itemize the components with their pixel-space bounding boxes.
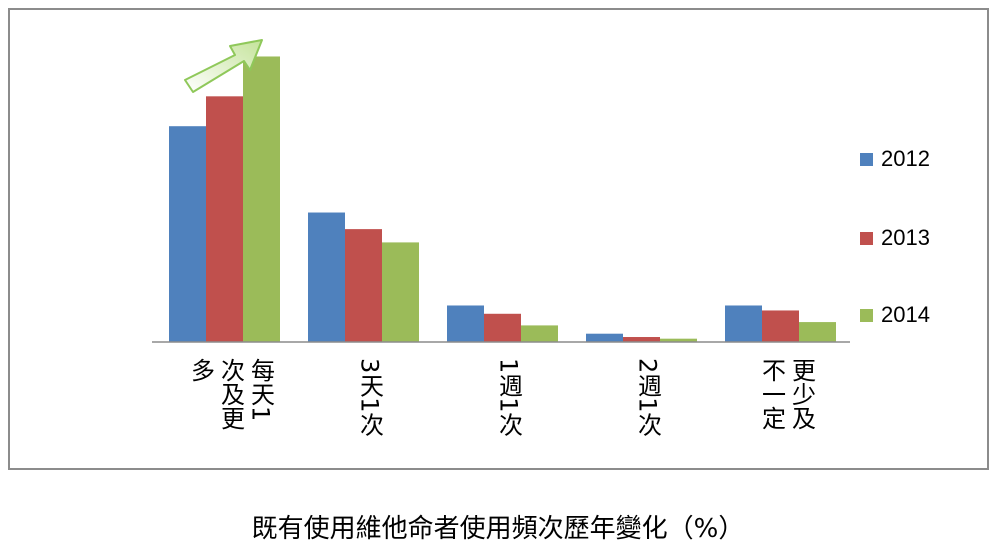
bar-2013-cat2 xyxy=(345,229,382,342)
legend-swatch-2014 xyxy=(860,308,873,322)
legend-label-2012: 2012 xyxy=(881,146,930,171)
x-tick-label-4: 2週1次 xyxy=(633,358,662,437)
legend-item-2012: 2012 xyxy=(860,146,930,171)
bar-2013-cat1 xyxy=(206,96,243,342)
legend-swatch-2013 xyxy=(860,231,873,245)
bar-2012-cat3 xyxy=(447,305,484,342)
legend-swatch-2012 xyxy=(860,152,873,166)
trend-up-arrow-icon xyxy=(184,39,263,93)
bar-2013-cat5 xyxy=(762,310,799,342)
x-tick-label-3: 1週1次 xyxy=(494,358,523,437)
bar-2014-cat5 xyxy=(799,322,836,342)
legend-label-2013: 2013 xyxy=(881,225,930,250)
legend-item-2014: 2014 xyxy=(860,302,930,327)
bar-2013-cat4 xyxy=(623,337,660,342)
bar-2012-cat1 xyxy=(169,126,206,342)
legend-item-2013: 2013 xyxy=(860,225,930,250)
bar-2014-cat3 xyxy=(521,325,558,342)
bar-2014-cat2 xyxy=(382,242,419,342)
chart-caption: 既有使用維他命者使用頻次歷年變化（%） xyxy=(251,514,745,544)
bar-2012-cat4 xyxy=(586,333,623,342)
bar-2013-cat3 xyxy=(484,313,521,342)
legend-label-2014: 2014 xyxy=(881,302,930,327)
x-tick-label-5: 更少及 不一定 xyxy=(757,358,816,430)
bar-2014-cat1 xyxy=(243,56,280,342)
x-tick-label-1: 每天1 次及更 多 xyxy=(186,358,275,430)
bar-2012-cat5 xyxy=(725,305,762,342)
bar-2012-cat2 xyxy=(308,212,345,342)
x-tick-label-2: 3天1次 xyxy=(355,358,384,437)
bar-2014-cat4 xyxy=(660,338,697,342)
